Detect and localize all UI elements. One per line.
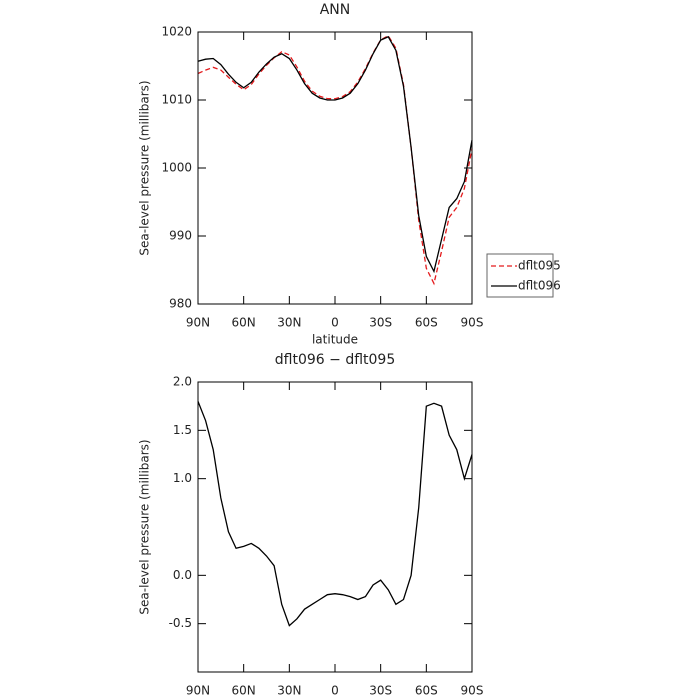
y-tick-label: 980 <box>169 297 192 311</box>
legend-label: dflt095 <box>518 259 561 273</box>
x-tick-label: 30N <box>277 684 301 698</box>
plot-frame <box>197 31 473 305</box>
plot-frame <box>197 381 473 673</box>
x-tick-label: 60S <box>415 684 438 698</box>
y-tick-label: 990 <box>169 229 192 243</box>
x-tick-label: 0 <box>331 684 339 698</box>
x-tick-label: 60N <box>232 684 256 698</box>
y-tick-label: -0.5 <box>169 616 192 630</box>
x-tick-label: 90N <box>186 684 210 698</box>
x-tick-label: 30N <box>277 316 301 330</box>
x-tick-label: 60N <box>232 316 256 330</box>
y-axis-label: Sea-level pressure (millibars) <box>138 80 152 255</box>
x-tick-label: 0 <box>331 316 339 330</box>
legend-box <box>486 253 554 298</box>
y-tick-label: 1000 <box>161 161 192 175</box>
x-tick-label: 30S <box>369 316 392 330</box>
legend-label: dflt096 <box>518 279 561 293</box>
chart-title: ANN <box>320 2 351 18</box>
y-tick-label: 2.0 <box>173 375 192 389</box>
y-tick-label: 0.0 <box>173 568 192 582</box>
data-line <box>197 34 473 286</box>
data-line <box>197 401 473 627</box>
data-line <box>197 35 473 274</box>
y-tick-label: 1020 <box>161 25 192 39</box>
y-tick-label: 1010 <box>161 93 192 107</box>
y-tick-label: 1.0 <box>173 471 192 485</box>
y-axis-label: Sea-level pressure (millibars) <box>138 439 152 614</box>
x-tick-label: 90N <box>186 316 210 330</box>
x-tick-label: 90S <box>461 316 484 330</box>
x-tick-label: 90S <box>461 684 484 698</box>
x-tick-label: 30S <box>369 684 392 698</box>
y-tick-label: 1.5 <box>173 423 192 437</box>
x-axis-label: latitude <box>312 333 358 347</box>
chart-title: dflt096 − dflt095 <box>275 352 395 368</box>
x-tick-label: 60S <box>415 316 438 330</box>
